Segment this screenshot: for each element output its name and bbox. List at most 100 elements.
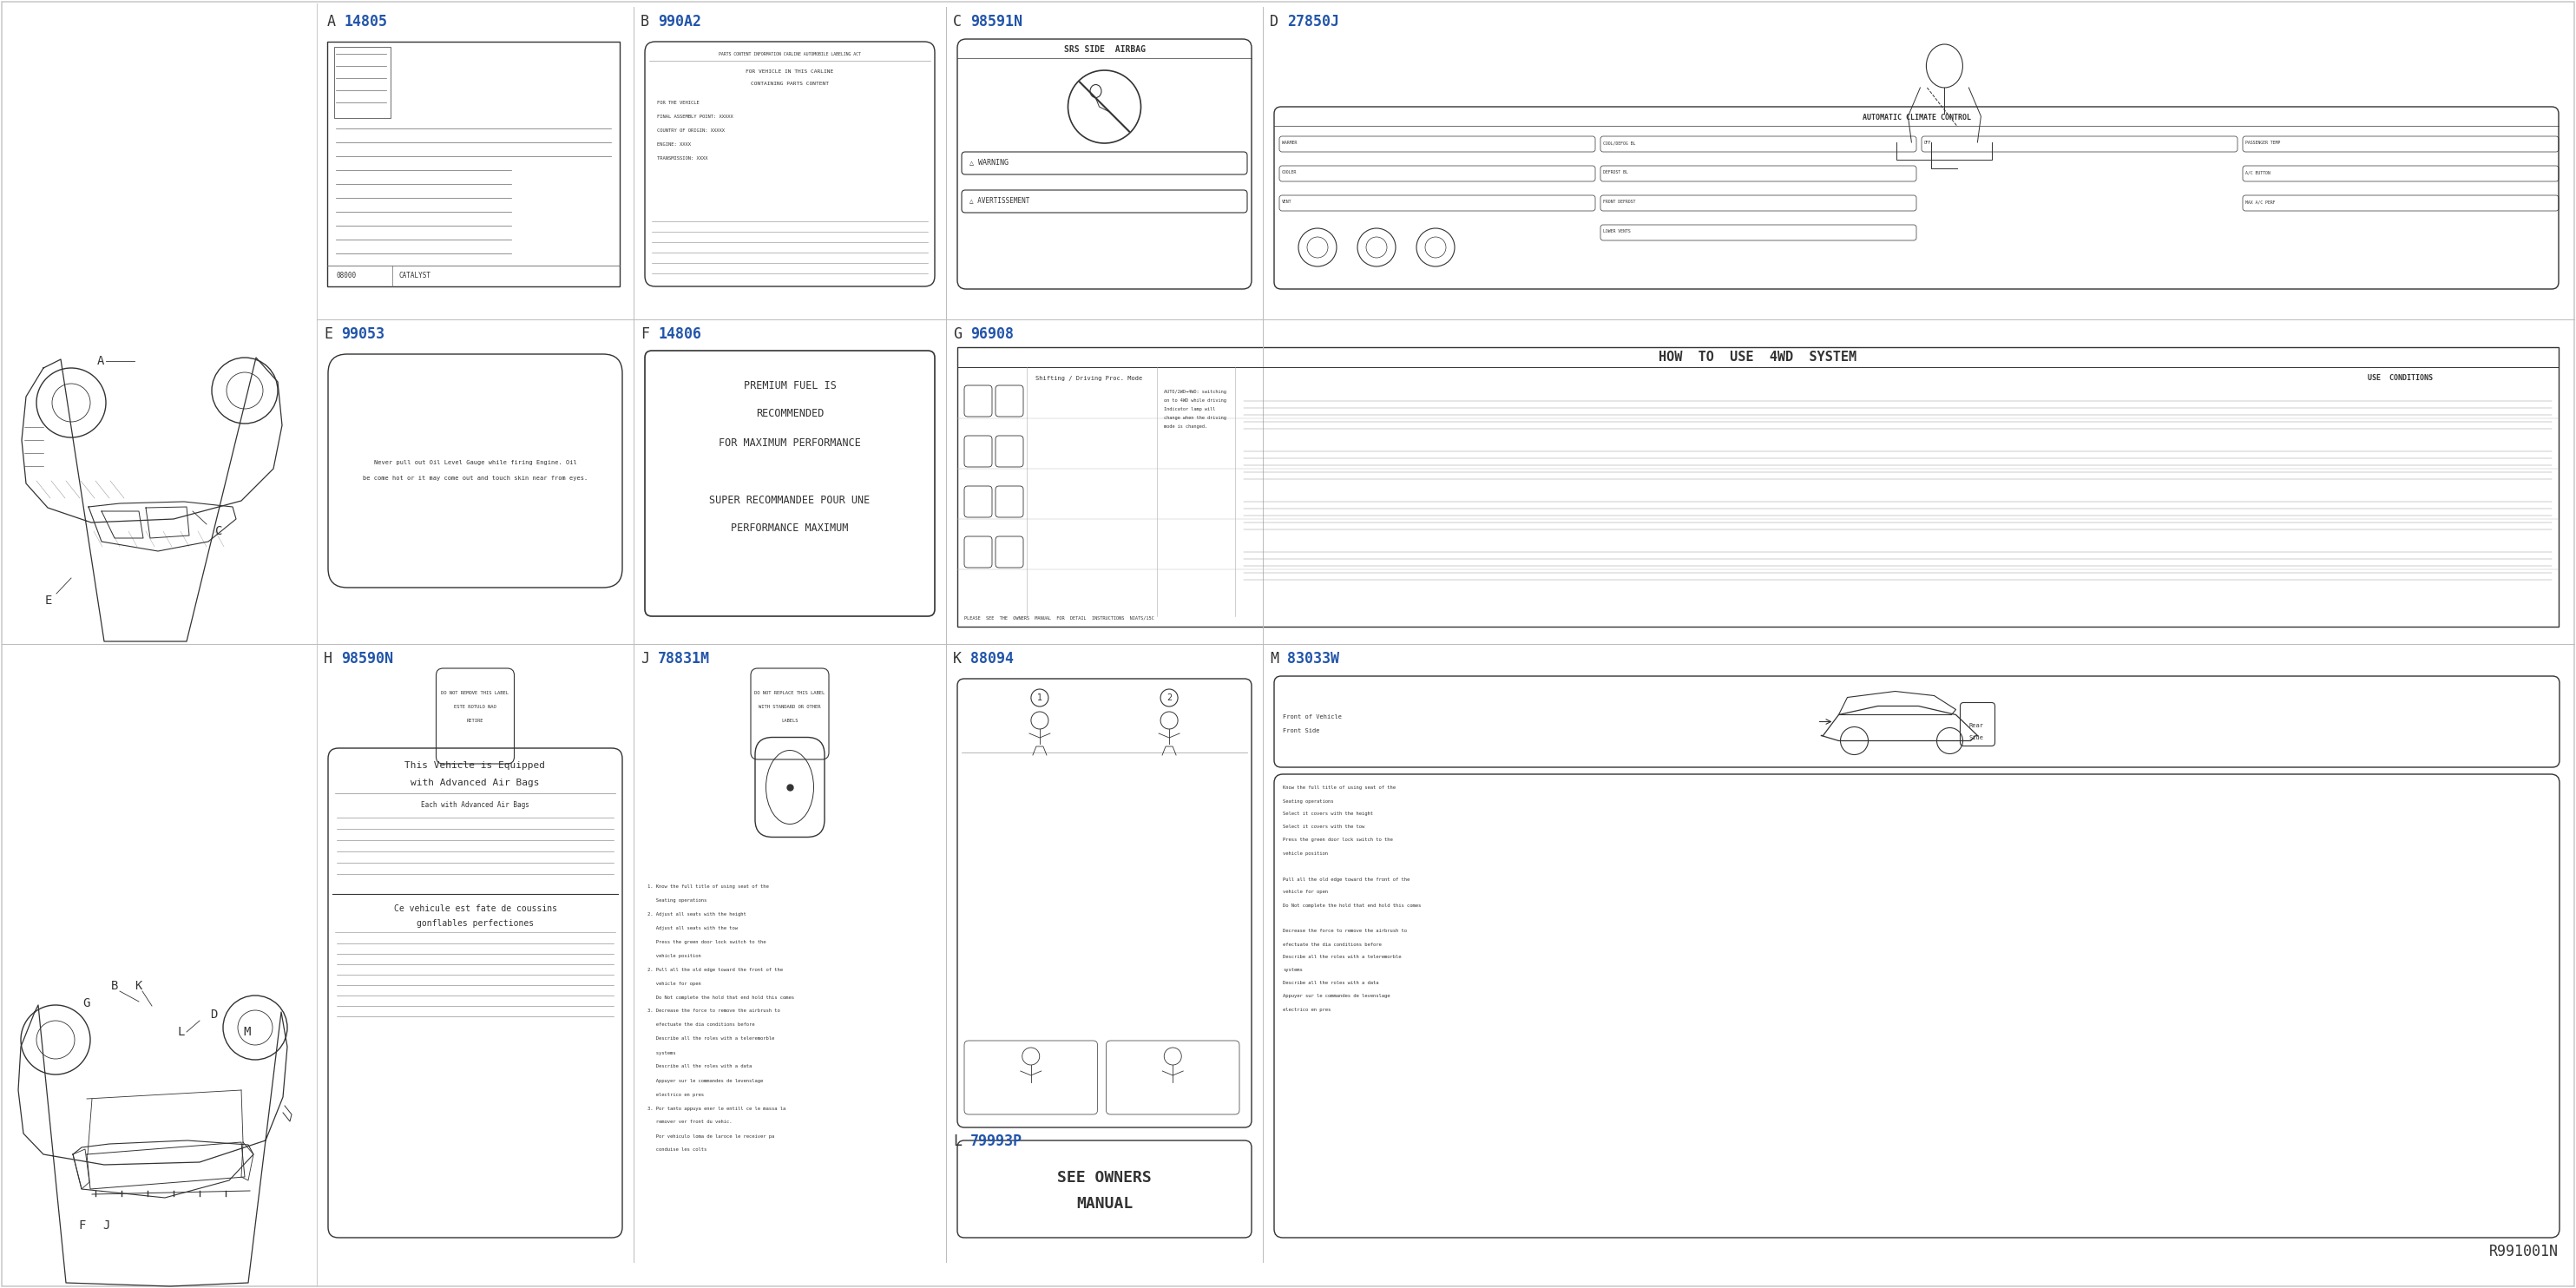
- Text: 2: 2: [1167, 693, 1172, 702]
- Text: ESTE ROTULO NAO: ESTE ROTULO NAO: [453, 705, 497, 708]
- Text: K: K: [953, 650, 961, 667]
- Text: Seating operations: Seating operations: [647, 898, 706, 902]
- Text: PARTS CONTENT INFORMATION CARLINE AUTOMOBILE LABELING ACT: PARTS CONTENT INFORMATION CARLINE AUTOMO…: [719, 52, 860, 55]
- Text: efectuate the dia conditions before: efectuate the dia conditions before: [1283, 942, 1381, 947]
- Text: D: D: [1270, 14, 1278, 30]
- Text: A: A: [98, 355, 106, 367]
- Text: H: H: [325, 650, 332, 667]
- Text: vehicle for open: vehicle for open: [647, 981, 701, 985]
- Text: FOR VEHICLE IN THIS CARLINE: FOR VEHICLE IN THIS CARLINE: [747, 70, 835, 73]
- Text: Do Not complete the hold that end hold this comes: Do Not complete the hold that end hold t…: [1283, 903, 1422, 908]
- Text: △ AVERTISSEMENT: △ AVERTISSEMENT: [969, 197, 1030, 205]
- Text: PLEASE  SEE  THE  OWNERS  MANUAL  FOR  DETAIL  INSTRUCTIONS  NIATS/15C: PLEASE SEE THE OWNERS MANUAL FOR DETAIL …: [963, 616, 1154, 620]
- Text: efectuate the dia conditions before: efectuate the dia conditions before: [647, 1023, 755, 1028]
- Text: 2. Adjust all seats with the height: 2. Adjust all seats with the height: [647, 912, 747, 916]
- Text: Each with Advanced Air Bags: Each with Advanced Air Bags: [420, 801, 531, 809]
- Text: ENGINE: XXXX: ENGINE: XXXX: [657, 142, 690, 147]
- Text: WARMER: WARMER: [1283, 142, 1296, 146]
- Text: AUTO/2WD→4WD: switching: AUTO/2WD→4WD: switching: [1164, 390, 1226, 394]
- Text: systems: systems: [647, 1051, 675, 1055]
- Text: SUPER RECOMMANDEE POUR UNE: SUPER RECOMMANDEE POUR UNE: [708, 495, 871, 506]
- Text: electrico en pres: electrico en pres: [1283, 1007, 1332, 1011]
- Text: C: C: [953, 14, 961, 30]
- Text: 78831M: 78831M: [657, 650, 711, 667]
- Text: Describe all the roles with a data: Describe all the roles with a data: [647, 1064, 752, 1069]
- Text: G: G: [953, 326, 961, 341]
- Text: SEE OWNERS: SEE OWNERS: [1056, 1170, 1151, 1185]
- Text: vehicle for open: vehicle for open: [1283, 890, 1327, 894]
- Text: 98591N: 98591N: [971, 14, 1023, 30]
- Text: be come hot or it may come out and touch skin near from eyes.: be come hot or it may come out and touch…: [363, 475, 587, 480]
- Text: E: E: [46, 595, 52, 607]
- Text: Rear: Rear: [1968, 724, 1984, 729]
- Text: TRANSMISSION: XXXX: TRANSMISSION: XXXX: [657, 156, 708, 160]
- Text: RECOMMENDED: RECOMMENDED: [755, 408, 824, 420]
- Text: Por vehiculo loma de laroce le receiver pa: Por vehiculo loma de laroce le receiver …: [647, 1133, 775, 1139]
- Text: systems: systems: [1283, 969, 1303, 972]
- Text: PREMIUM FUEL IS: PREMIUM FUEL IS: [744, 380, 837, 392]
- Text: Select it covers with the tow: Select it covers with the tow: [1283, 824, 1365, 829]
- Text: FINAL ASSEMBLY POINT: XXXXX: FINAL ASSEMBLY POINT: XXXXX: [657, 115, 734, 118]
- Text: LOWER VENTS: LOWER VENTS: [1602, 229, 1631, 234]
- Text: vehicle position: vehicle position: [1283, 851, 1327, 855]
- Text: FOR THE VEHICLE: FOR THE VEHICLE: [657, 100, 698, 104]
- Text: Know the full title of using seat of the: Know the full title of using seat of the: [1283, 786, 1396, 791]
- Text: CATALYST: CATALYST: [399, 272, 430, 279]
- Text: LABELS: LABELS: [781, 719, 799, 723]
- Text: COOLER: COOLER: [1283, 170, 1296, 175]
- Text: L: L: [178, 1025, 185, 1038]
- Text: remover ver front du vehic.: remover ver front du vehic.: [647, 1121, 732, 1124]
- Text: change when the driving: change when the driving: [1164, 416, 1226, 420]
- Text: MANUAL: MANUAL: [1077, 1195, 1133, 1212]
- Text: F: F: [77, 1220, 85, 1231]
- Text: 1. Know the full title of using seat of the: 1. Know the full title of using seat of …: [647, 884, 768, 889]
- Text: HOW  TO  USE  4WD  SYSTEM: HOW TO USE 4WD SYSTEM: [1659, 352, 1857, 365]
- Text: MAX A/C PERF: MAX A/C PERF: [2246, 200, 2275, 205]
- Text: B: B: [111, 980, 118, 992]
- Text: L: L: [953, 1133, 961, 1149]
- Text: Front Side: Front Side: [1283, 728, 1319, 733]
- Text: 88094: 88094: [971, 650, 1015, 667]
- Text: A/C BUTTON: A/C BUTTON: [2246, 170, 2269, 175]
- Text: FRONT DEFROST: FRONT DEFROST: [1602, 200, 1636, 205]
- Text: B: B: [641, 14, 649, 30]
- Text: electrico en pres: electrico en pres: [647, 1092, 703, 1096]
- Text: 14805: 14805: [345, 14, 389, 30]
- Text: VENT: VENT: [1283, 200, 1293, 205]
- Bar: [335, 46, 392, 118]
- Text: 3. Por tanto appuya ener le entill ce le massa la: 3. Por tanto appuya ener le entill ce le…: [647, 1106, 786, 1110]
- Text: Press the green door lock switch to the: Press the green door lock switch to the: [1283, 838, 1394, 842]
- Text: E: E: [325, 326, 332, 341]
- Text: gonflables perfectiones: gonflables perfectiones: [417, 920, 533, 927]
- Text: 08000: 08000: [335, 272, 355, 279]
- Text: M: M: [242, 1025, 250, 1038]
- Text: Describe all the roles with a data: Describe all the roles with a data: [1283, 981, 1378, 985]
- Text: 2. Pull all the old edge toward the front of the: 2. Pull all the old edge toward the fron…: [647, 967, 783, 971]
- Text: FOR MAXIMUM PERFORMANCE: FOR MAXIMUM PERFORMANCE: [719, 437, 860, 448]
- Text: Front of Vehicle: Front of Vehicle: [1283, 715, 1342, 720]
- Text: Appuyer sur le commandes de levenslage: Appuyer sur le commandes de levenslage: [647, 1078, 762, 1083]
- Text: Shifting / Driving Proc. Mode: Shifting / Driving Proc. Mode: [1036, 376, 1141, 381]
- Text: Appuyer sur le commandes de levenslage: Appuyer sur le commandes de levenslage: [1283, 994, 1391, 998]
- Text: Describe all the roles with a teleremorble: Describe all the roles with a teleremorb…: [647, 1037, 775, 1041]
- Text: R991001N: R991001N: [2488, 1244, 2558, 1260]
- Text: Do Not complete the hold that end hold this comes: Do Not complete the hold that end hold t…: [647, 996, 793, 999]
- Text: This Vehicle is Equipped: This Vehicle is Equipped: [404, 761, 546, 770]
- Text: on to 4WD while driving: on to 4WD while driving: [1164, 399, 1226, 403]
- Text: CONTAINING PARTS CONTENT: CONTAINING PARTS CONTENT: [750, 81, 829, 85]
- Text: 79993P: 79993P: [971, 1133, 1023, 1149]
- Text: 990A2: 990A2: [657, 14, 701, 30]
- Text: F: F: [641, 326, 649, 341]
- Text: D: D: [211, 1009, 216, 1020]
- Text: J: J: [103, 1220, 111, 1231]
- Text: G: G: [82, 997, 90, 1010]
- Text: C: C: [216, 526, 222, 537]
- Text: USE  CONDITIONS: USE CONDITIONS: [2367, 375, 2432, 383]
- Text: Pull all the old edge toward the front of the: Pull all the old edge toward the front o…: [1283, 877, 1409, 881]
- Text: 98590N: 98590N: [340, 650, 394, 667]
- Text: Seating operations: Seating operations: [1283, 799, 1334, 804]
- Text: PASSENGER TEMP: PASSENGER TEMP: [2246, 142, 2280, 146]
- Text: RETIRE: RETIRE: [466, 719, 484, 723]
- Text: PERFORMANCE MAXIMUM: PERFORMANCE MAXIMUM: [732, 523, 848, 535]
- Text: vehicle position: vehicle position: [647, 953, 701, 958]
